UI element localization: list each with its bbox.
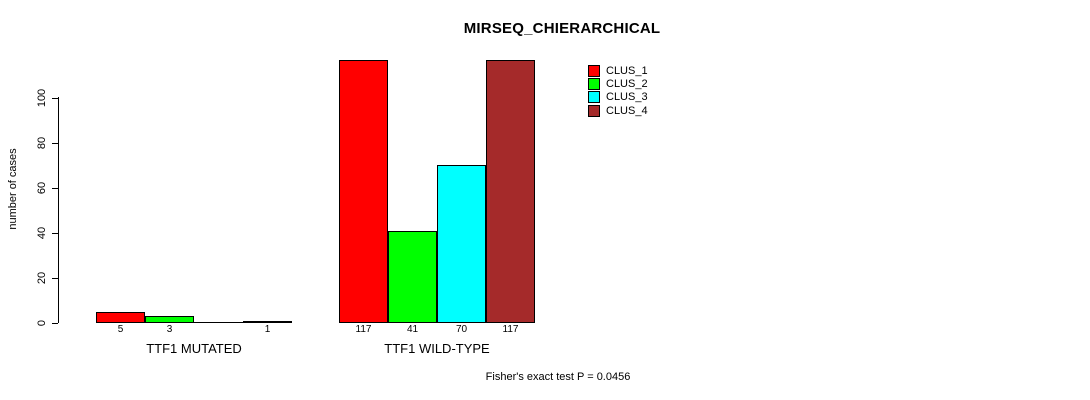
y-axis-label: number of cases	[7, 148, 19, 230]
y-tick-label: 20	[36, 271, 48, 284]
legend-item: CLUS_2	[588, 77, 648, 91]
y-tick-mark	[52, 277, 58, 279]
category-label: TTF1 WILD-TYPE	[384, 341, 490, 356]
y-tick-mark	[52, 232, 58, 234]
y-tick-mark	[52, 322, 58, 324]
category-label: TTF1 MUTATED	[146, 341, 242, 356]
bar-value-label: 70	[455, 324, 468, 335]
y-tick-mark	[52, 187, 58, 189]
bar-value-label: 1	[264, 324, 271, 335]
bar-clus_4-ttf1-mutated	[243, 320, 292, 323]
legend-swatch-clus_4-icon	[588, 104, 600, 117]
legend-label: CLUS_3	[606, 91, 648, 104]
legend-item: CLUS_4	[588, 104, 648, 117]
legend-item: CLUS_1	[588, 64, 648, 77]
legend: CLUS_1 CLUS_2 CLUS_3 CLUS_4	[588, 64, 648, 118]
bar-clus_3-ttf1-mutated	[194, 321, 243, 323]
bar-value-label: 117	[355, 324, 372, 335]
bar-clus_2-ttf1-mutated	[145, 315, 194, 323]
y-axis-line	[58, 97, 59, 323]
chart-title: MIRSEQ_CHIERARCHICAL	[463, 20, 661, 37]
legend-swatch-clus_3-icon	[588, 91, 600, 104]
bar-clus_4-ttf1-wild-type	[486, 59, 535, 323]
bar-value-label: 3	[166, 324, 173, 335]
bar-clus_1-ttf1-wild-type	[339, 59, 388, 323]
legend-label: CLUS_1	[606, 64, 648, 77]
bar-clus_3-ttf1-wild-type	[437, 164, 486, 323]
bar-value-label: 5	[117, 324, 124, 335]
y-tick-mark	[52, 97, 58, 99]
legend-label: CLUS_4	[606, 104, 648, 117]
y-tick-label: 60	[36, 181, 48, 194]
bar-value-label: 117	[502, 324, 519, 335]
legend-swatch-clus_1-icon	[588, 64, 600, 77]
y-tick-label: 0	[36, 319, 48, 326]
legend-swatch-clus_2-icon	[588, 78, 600, 91]
y-tick-label: 100	[36, 88, 48, 107]
y-tick-label: 80	[36, 136, 48, 149]
bar-clus_1-ttf1-mutated	[96, 311, 145, 323]
bar-value-label: 41	[406, 324, 419, 335]
y-tick-label: 40	[36, 226, 48, 239]
y-tick-mark	[52, 142, 58, 144]
legend-item: CLUS_3	[588, 91, 648, 104]
legend-label: CLUS_2	[606, 78, 648, 91]
bar-clus_2-ttf1-wild-type	[388, 230, 437, 323]
fisher-test-note: Fisher's exact test P = 0.0456	[485, 371, 631, 383]
